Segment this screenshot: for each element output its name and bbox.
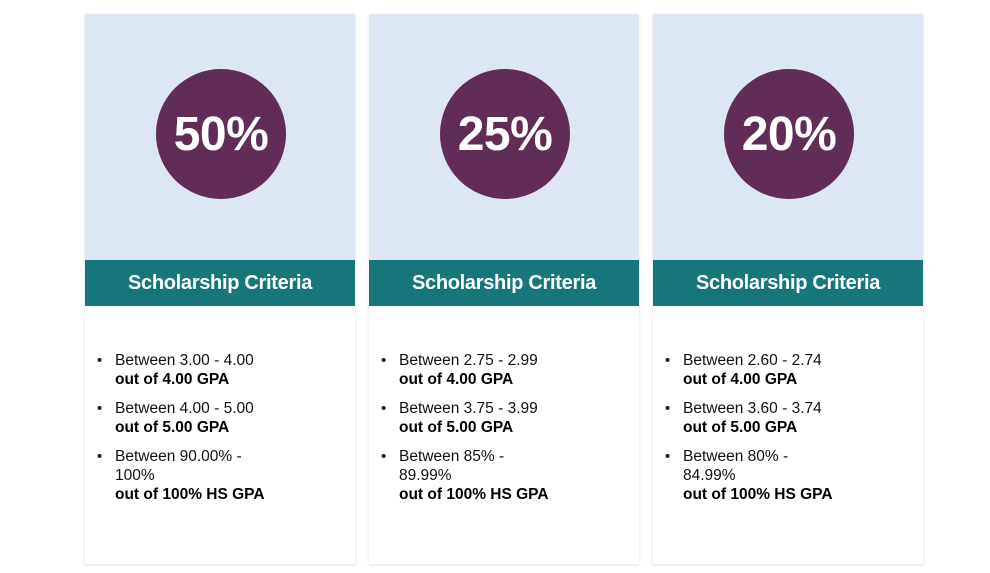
criteria-range: Between 2.60 - 2.74 bbox=[683, 352, 822, 369]
criteria-bar: Scholarship Criteria bbox=[653, 260, 923, 306]
scholarship-card: 50% Scholarship Criteria • Between 3.00 … bbox=[85, 14, 355, 564]
criteria-item: • Between 3.75 - 3.99 out of 5.00 GPA bbox=[381, 399, 559, 437]
criteria-item: • Between 90.00% - 100% out of 100% HS G… bbox=[97, 447, 275, 504]
bullet-icon: • bbox=[381, 400, 387, 417]
criteria-title: Scholarship Criteria bbox=[411, 271, 597, 294]
criteria-title: Scholarship Criteria bbox=[695, 271, 881, 294]
bullet-icon: • bbox=[665, 400, 671, 417]
bullet-icon: • bbox=[665, 448, 671, 465]
criteria-range: Between 3.60 - 3.74 bbox=[683, 400, 822, 417]
criteria-scale: out of 4.00 GPA bbox=[399, 371, 514, 388]
criteria-scale: out of 100% HS GPA bbox=[399, 486, 549, 503]
criteria-range: Between 90.00% - 100% bbox=[115, 448, 242, 484]
criteria-range: Between 2.75 - 2.99 bbox=[399, 352, 538, 369]
percent-badge: 25% bbox=[440, 69, 570, 199]
percent-badge: 50% bbox=[156, 69, 286, 199]
bullet-icon: • bbox=[665, 352, 671, 369]
percent-badge: 20% bbox=[724, 69, 854, 199]
criteria-scale: out of 4.00 GPA bbox=[115, 371, 230, 388]
criteria-bar: Scholarship Criteria bbox=[85, 260, 355, 306]
criteria-item: • Between 4.00 - 5.00 out of 5.00 GPA bbox=[97, 399, 275, 437]
bullet-icon: • bbox=[381, 448, 387, 465]
bullet-icon: • bbox=[381, 352, 387, 369]
criteria-scale: out of 100% HS GPA bbox=[683, 486, 833, 503]
criteria-range: Between 3.00 - 4.00 bbox=[115, 352, 254, 369]
criteria-range: Between 80% - 84.99% bbox=[683, 448, 789, 484]
criteria-title: Scholarship Criteria bbox=[127, 271, 313, 294]
criteria-scale: out of 100% HS GPA bbox=[115, 486, 265, 503]
criteria-bar: Scholarship Criteria bbox=[369, 260, 639, 306]
criteria-item: • Between 2.75 - 2.99 out of 4.00 GPA bbox=[381, 351, 559, 389]
card-header-panel: 50% bbox=[85, 14, 355, 260]
criteria-scale: out of 5.00 GPA bbox=[115, 419, 230, 436]
bullet-icon: • bbox=[97, 448, 103, 465]
criteria-range: Between 3.75 - 3.99 bbox=[399, 400, 538, 417]
criteria-item: • Between 85% - 89.99% out of 100% HS GP… bbox=[381, 447, 559, 504]
scholarship-card: 20% Scholarship Criteria • Between 2.60 … bbox=[653, 14, 923, 564]
criteria-item: • Between 3.00 - 4.00 out of 4.00 GPA bbox=[97, 351, 275, 389]
percent-value: 50% bbox=[173, 107, 269, 161]
criteria-item: • Between 3.60 - 3.74 out of 5.00 GPA bbox=[665, 399, 843, 437]
criteria-scale: out of 5.00 GPA bbox=[399, 419, 514, 436]
bullet-icon: • bbox=[97, 400, 103, 417]
criteria-list: • Between 2.75 - 2.99 out of 4.00 GPA • … bbox=[381, 351, 559, 514]
criteria-list: • Between 2.60 - 2.74 out of 4.00 GPA • … bbox=[665, 351, 843, 514]
bullet-icon: • bbox=[97, 352, 103, 369]
criteria-item: • Between 2.60 - 2.74 out of 4.00 GPA bbox=[665, 351, 843, 389]
criteria-range: Between 85% - 89.99% bbox=[399, 448, 505, 484]
criteria-range: Between 4.00 - 5.00 bbox=[115, 400, 254, 417]
scholarship-card: 25% Scholarship Criteria • Between 2.75 … bbox=[369, 14, 639, 564]
criteria-item: • Between 80% - 84.99% out of 100% HS GP… bbox=[665, 447, 843, 504]
card-header-panel: 20% bbox=[653, 14, 923, 260]
criteria-list: • Between 3.00 - 4.00 out of 4.00 GPA • … bbox=[97, 351, 275, 514]
percent-value: 20% bbox=[741, 107, 837, 161]
percent-value: 25% bbox=[457, 107, 553, 161]
criteria-scale: out of 5.00 GPA bbox=[683, 419, 798, 436]
card-header-panel: 25% bbox=[369, 14, 639, 260]
criteria-scale: out of 4.00 GPA bbox=[683, 371, 798, 388]
